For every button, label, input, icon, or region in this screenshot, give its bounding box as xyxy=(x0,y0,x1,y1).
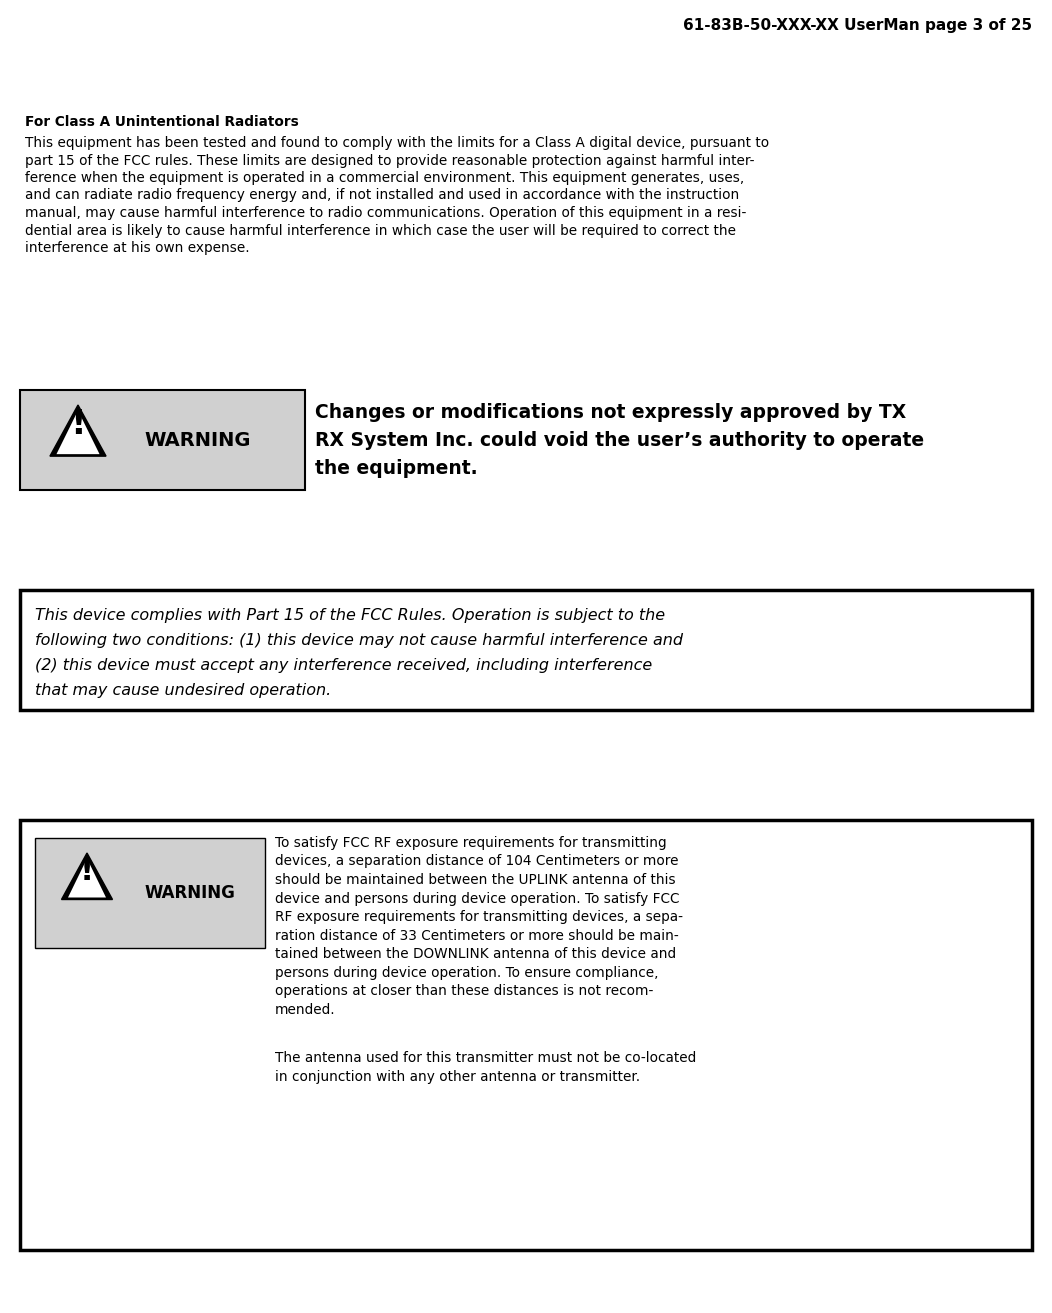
Text: !: ! xyxy=(80,856,94,885)
Text: the equipment.: the equipment. xyxy=(315,460,478,478)
Text: The antenna used for this transmitter must not be co-located: The antenna used for this transmitter mu… xyxy=(275,1050,696,1065)
Text: WARNING: WARNING xyxy=(144,884,236,902)
Text: and can radiate radio frequency energy and, if not installed and used in accorda: and can radiate radio frequency energy a… xyxy=(25,189,740,202)
Text: tained between the DOWNLINK antenna of this device and: tained between the DOWNLINK antenna of t… xyxy=(275,947,676,961)
Text: RX System Inc. could void the user’s authority to operate: RX System Inc. could void the user’s aut… xyxy=(315,431,924,450)
FancyBboxPatch shape xyxy=(20,590,1032,710)
Text: in conjunction with any other antenna or transmitter.: in conjunction with any other antenna or… xyxy=(275,1070,640,1083)
Text: To satisfy FCC RF exposure requirements for transmitting: To satisfy FCC RF exposure requirements … xyxy=(275,836,667,850)
Text: ference when the equipment is operated in a commercial environment. This equipme: ference when the equipment is operated i… xyxy=(25,171,744,185)
Text: (2) this device must accept any interference received, including interference: (2) this device must accept any interfer… xyxy=(35,658,652,674)
Text: dential area is likely to cause harmful interference in which case the user will: dential area is likely to cause harmful … xyxy=(25,223,736,238)
Text: This equipment has been tested and found to comply with the limits for a Class A: This equipment has been tested and found… xyxy=(25,137,769,150)
Text: persons during device operation. To ensure compliance,: persons during device operation. To ensu… xyxy=(275,965,659,979)
Text: operations at closer than these distances is not recom-: operations at closer than these distance… xyxy=(275,983,653,998)
Polygon shape xyxy=(57,411,100,454)
Text: For Class A Unintentional Radiators: For Class A Unintentional Radiators xyxy=(25,116,299,129)
FancyBboxPatch shape xyxy=(35,838,265,948)
Text: This device complies with Part 15 of the FCC Rules. Operation is subject to the: This device complies with Part 15 of the… xyxy=(35,608,665,622)
Text: that may cause undesired operation.: that may cause undesired operation. xyxy=(35,683,331,699)
Text: device and persons during device operation. To satisfy FCC: device and persons during device operati… xyxy=(275,892,680,906)
Polygon shape xyxy=(61,853,113,899)
Text: RF exposure requirements for transmitting devices, a sepa-: RF exposure requirements for transmittin… xyxy=(275,910,683,924)
Text: devices, a separation distance of 104 Centimeters or more: devices, a separation distance of 104 Ce… xyxy=(275,855,679,868)
Text: manual, may cause harmful interference to radio communications. Operation of thi: manual, may cause harmful interference t… xyxy=(25,206,746,221)
Text: should be maintained between the UPLINK antenna of this: should be maintained between the UPLINK … xyxy=(275,873,675,888)
Text: Changes or modifications not expressly approved by TX: Changes or modifications not expressly a… xyxy=(315,403,906,421)
Text: mended.: mended. xyxy=(275,1003,336,1016)
FancyBboxPatch shape xyxy=(20,390,305,490)
Polygon shape xyxy=(49,404,106,456)
Text: following two conditions: (1) this device may not cause harmful interference and: following two conditions: (1) this devic… xyxy=(35,633,683,649)
Polygon shape xyxy=(68,859,106,898)
Text: !: ! xyxy=(70,408,86,441)
Text: ration distance of 33 Centimeters or more should be main-: ration distance of 33 Centimeters or mor… xyxy=(275,928,679,943)
Text: WARNING: WARNING xyxy=(145,431,251,449)
Text: interference at his own expense.: interference at his own expense. xyxy=(25,242,249,255)
Text: part 15 of the FCC rules. These limits are designed to provide reasonable protec: part 15 of the FCC rules. These limits a… xyxy=(25,154,754,168)
Text: 61-83B-50-XXX-XX UserMan page 3 of 25: 61-83B-50-XXX-XX UserMan page 3 of 25 xyxy=(683,18,1032,33)
FancyBboxPatch shape xyxy=(20,821,1032,1250)
